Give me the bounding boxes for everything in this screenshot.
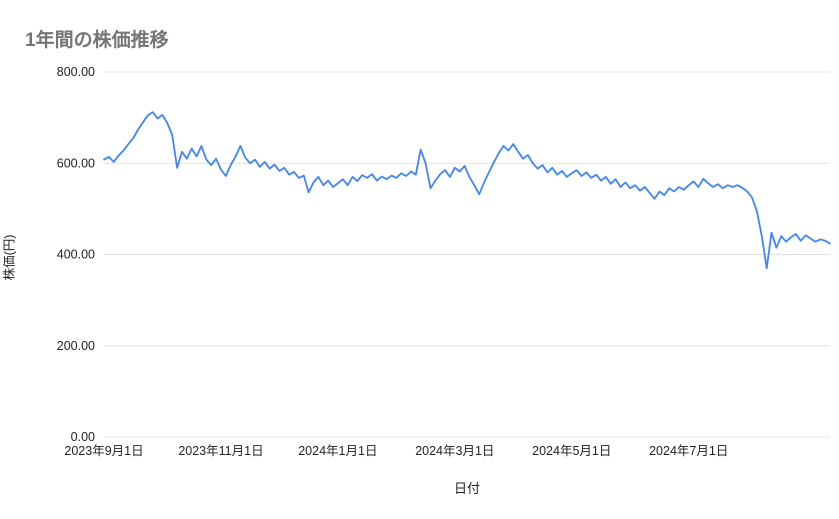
- x-tick-label: 2024年7月1日: [649, 444, 728, 458]
- y-tick-label: 200.00: [57, 339, 95, 353]
- x-tick-label: 2024年5月1日: [532, 444, 611, 458]
- x-tick-label: 2023年11月1日: [178, 444, 263, 458]
- price-line: [103, 111, 831, 270]
- x-tick-label: 2024年3月1日: [415, 444, 494, 458]
- x-tick-label: 2024年1月1日: [298, 444, 377, 458]
- y-tick-label: 600.00: [57, 156, 95, 170]
- x-axis-title: 日付: [453, 481, 480, 496]
- chart-title: 1年間の株価推移: [25, 30, 169, 51]
- y-tick-label: 800.00: [57, 65, 95, 79]
- y-tick-label: 400.00: [57, 248, 95, 262]
- x-tick-label: 2023年9月1日: [64, 444, 143, 458]
- y-tick-label: 0.00: [71, 430, 95, 444]
